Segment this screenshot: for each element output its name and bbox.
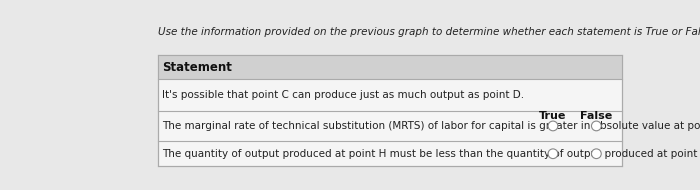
Ellipse shape [548,121,558,131]
Ellipse shape [548,149,558,159]
Text: It's possible that point C can produce just as much output as point D.: It's possible that point C can produce j… [162,90,524,100]
Text: False: False [580,111,612,121]
Ellipse shape [592,149,601,159]
Text: Statement: Statement [162,61,232,74]
FancyBboxPatch shape [158,55,622,166]
Text: Use the information provided on the previous graph to determine whether each sta: Use the information provided on the prev… [158,27,700,37]
Text: True: True [539,111,567,121]
Text: The marginal rate of technical substitution (MRTS) of labor for capital is great: The marginal rate of technical substitut… [162,121,700,131]
Ellipse shape [592,121,601,131]
FancyBboxPatch shape [158,55,622,79]
Text: The quantity of output produced at point H must be less than the quantity of out: The quantity of output produced at point… [162,149,700,159]
